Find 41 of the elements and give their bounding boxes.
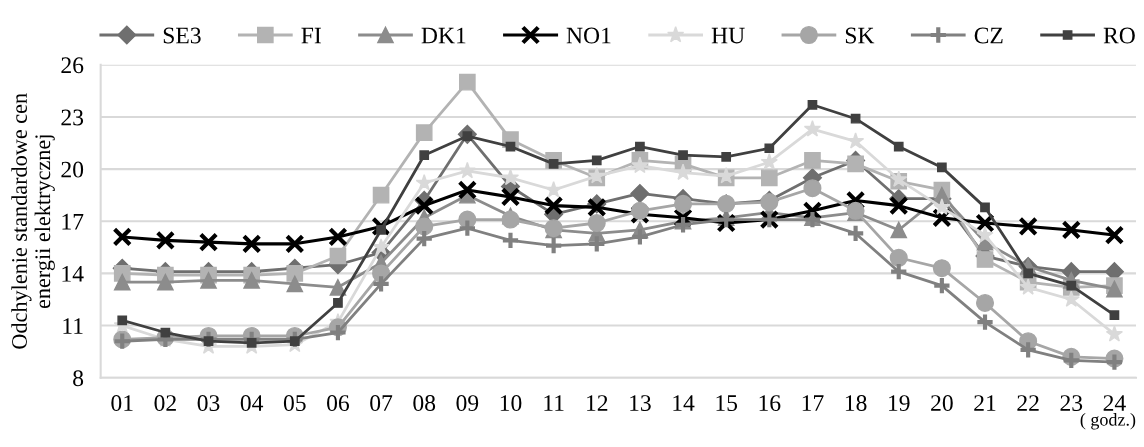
legend-label: HU [711,27,745,44]
x-tick-label: 11 [544,395,564,411]
x-tick-label: 03 [197,395,220,411]
legend-label: NO1 [566,27,611,44]
y-tick-label: 8 [73,370,84,387]
x-tick-label: 04 [240,395,264,411]
y-tick-label: 23 [61,109,84,126]
x-tick-label: 01 [111,395,133,411]
x-tick-label: 22 [1017,395,1039,411]
y-tick-label: 17 [62,213,84,230]
legend-label: FI [301,27,321,44]
legend-label: SK [845,27,875,44]
x-tick-label: 17 [802,395,824,411]
x-tick-label: 19 [889,395,910,411]
x-tick-label: 05 [283,395,306,411]
x-tick-label: 09 [456,395,479,411]
y-tick-label: 14 [62,266,84,282]
y-tick-label: 26 [61,57,84,74]
x-tick-label: 18 [845,395,867,411]
x-tick-label: 13 [630,395,651,411]
x-tick-label: 24 [1103,395,1126,411]
legend-label: CZ [974,27,1003,44]
legend-label: DK1 [421,27,466,44]
x-tick-label: 08 [413,395,436,411]
x-axis-title: ( godz.) [1080,413,1136,430]
x-tick-label: 14 [673,395,695,411]
x-tick-label: 07 [370,395,393,411]
legend-label: SE3 [163,27,201,44]
x-tick-label: 20 [931,395,953,411]
x-tick-label: 06 [327,395,350,411]
y-tick-label: 20 [61,161,84,178]
x-tick-label: 12 [587,395,608,411]
x-tick-label: 16 [759,395,781,411]
y-tick-label: 11 [63,318,83,334]
x-tick-label: 15 [716,395,738,411]
legend-label: RO [1103,27,1135,44]
x-tick-label: 10 [500,395,522,411]
x-tick-label: 21 [974,395,996,411]
x-tick-label: 23 [1060,395,1083,411]
y-axis-title: Odchylenie standardowe cen energii elektrycznej [11,93,55,349]
x-tick-label: 02 [154,395,176,411]
